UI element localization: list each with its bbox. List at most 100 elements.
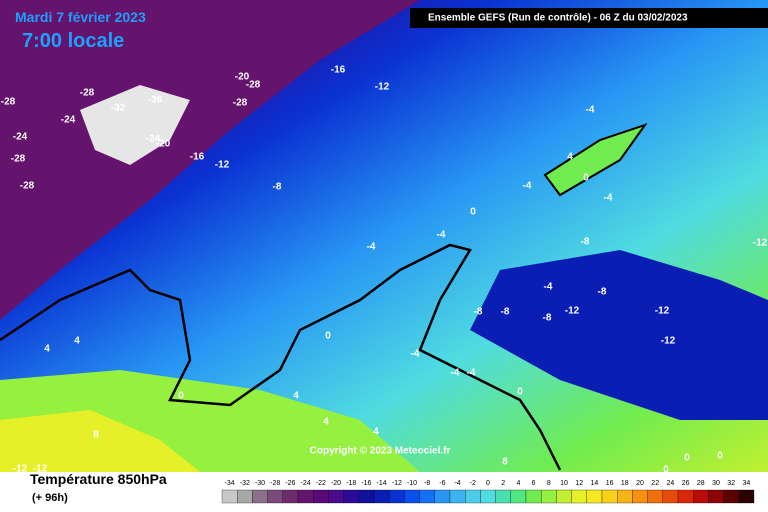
scale-label: -28 xyxy=(270,480,280,487)
contour-label: -12 xyxy=(13,464,28,475)
contour-label: 4 xyxy=(44,344,50,355)
scale-swatch xyxy=(510,489,527,504)
scale-label: -32 xyxy=(240,480,250,487)
scale-label: -20 xyxy=(331,480,341,487)
contour-label: 4 xyxy=(567,152,573,163)
legend-title: Température 850hPa xyxy=(30,471,167,487)
contour-label: 8 xyxy=(93,430,99,441)
contour-label: -8 xyxy=(474,307,483,318)
scale-label: 6 xyxy=(532,480,536,487)
scale-swatch xyxy=(708,489,724,504)
contour-label: -4 xyxy=(604,193,613,204)
scale-swatch xyxy=(297,489,314,504)
run-box xyxy=(410,8,768,28)
scale-label: 10 xyxy=(560,480,568,487)
scale-swatch xyxy=(693,489,709,504)
contour-label: 0 xyxy=(325,331,331,342)
scale-swatch xyxy=(738,489,755,504)
scale-swatch xyxy=(571,489,587,504)
contour-label: -28 xyxy=(11,154,26,165)
warm-core xyxy=(0,410,200,472)
contour-label: -12 xyxy=(215,160,230,171)
scale-label: -26 xyxy=(285,480,295,487)
contour-label: 4 xyxy=(373,427,379,438)
cold-pool xyxy=(470,250,768,420)
scale-swatch xyxy=(449,489,466,504)
scale-label: 18 xyxy=(621,480,629,487)
scale-label: 20 xyxy=(636,480,644,487)
contour-label: -4 xyxy=(367,242,376,253)
contour-label: -28 xyxy=(80,88,95,99)
contour-label: 0 xyxy=(178,391,184,402)
zero-contour-scandinavia xyxy=(543,123,648,197)
contour-label: -24 xyxy=(146,134,161,145)
contour-label: -32 xyxy=(111,103,126,114)
contour-label: 0 xyxy=(663,465,669,476)
scale-label: -16 xyxy=(361,480,371,487)
contour-label: -8 xyxy=(543,313,552,324)
scale-swatch xyxy=(586,489,603,504)
scale-label: -2 xyxy=(470,480,476,487)
scale-swatch xyxy=(313,489,329,504)
scale-label: -8 xyxy=(424,480,430,487)
scale-swatch xyxy=(373,489,390,504)
contour-label: -8 xyxy=(273,182,282,193)
contour-label: -20 xyxy=(156,139,171,150)
contour-label: -12 xyxy=(565,306,580,317)
scale-swatch xyxy=(267,489,283,504)
contour-label: 0 xyxy=(717,451,723,462)
contour-label: -4 xyxy=(467,368,476,379)
scale-label: -4 xyxy=(454,480,460,487)
scale-swatch xyxy=(404,489,420,504)
scale-swatch xyxy=(434,489,451,504)
contour-label: -20 xyxy=(235,72,250,83)
cold-core xyxy=(80,85,190,165)
scale-swatch xyxy=(556,489,572,504)
contour-label: -8 xyxy=(598,287,607,298)
scale-swatch xyxy=(617,489,633,504)
scale-label: 28 xyxy=(697,480,705,487)
contour-label: 8 xyxy=(502,457,508,468)
contour-label: -28 xyxy=(1,97,16,108)
scale-label: 12 xyxy=(575,480,583,487)
contour-label: -16 xyxy=(331,65,346,76)
scale-label: 34 xyxy=(743,480,751,487)
scale-label: -10 xyxy=(407,480,417,487)
contour-label: 0 xyxy=(684,453,690,464)
scale-label: 32 xyxy=(727,480,735,487)
scale-label: 2 xyxy=(501,480,505,487)
date: Mardi 7 février 2023 xyxy=(15,9,146,25)
contour-label: 4 xyxy=(323,417,329,428)
scale-swatch xyxy=(358,489,375,504)
scale-label: 14 xyxy=(591,480,599,487)
scale-swatch xyxy=(647,489,663,504)
contour-label: -12 xyxy=(661,336,676,347)
contour-label: -28 xyxy=(246,80,261,91)
contour-label: -8 xyxy=(581,237,590,248)
scale-swatch xyxy=(328,489,344,504)
scale-swatch xyxy=(601,489,618,504)
contour-label: -16 xyxy=(190,152,205,163)
contour-label: -12 xyxy=(33,464,48,475)
scale-swatch xyxy=(252,489,268,504)
contour-label: -4 xyxy=(437,230,446,241)
contour-label: -28 xyxy=(20,181,35,192)
cold-zone xyxy=(0,0,420,320)
scale-label: -34 xyxy=(225,480,235,487)
scale-swatch xyxy=(677,489,694,504)
scale-swatch xyxy=(495,489,511,504)
contour-label: 0 xyxy=(470,207,476,218)
scale-label: -6 xyxy=(439,480,445,487)
scale-swatch xyxy=(282,489,299,504)
scale-label: -14 xyxy=(377,480,387,487)
scale-swatch xyxy=(525,489,542,504)
contour-label: 4 xyxy=(74,336,80,347)
legend-subtitle: (+ 96h) xyxy=(32,492,68,504)
contour-label: -12 xyxy=(753,238,768,249)
scale-label: 0 xyxy=(486,480,490,487)
scale-label: 4 xyxy=(516,480,520,487)
run-info: Ensemble GEFS (Run de contrôle) - 06 Z d… xyxy=(428,13,688,24)
contour-label: -24 xyxy=(61,115,76,126)
contour-label: 0 xyxy=(583,173,589,184)
